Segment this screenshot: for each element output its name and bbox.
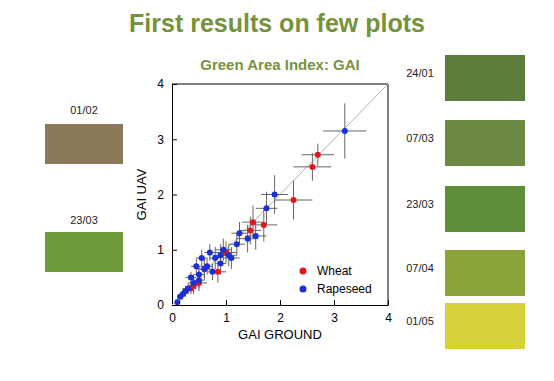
tick-label: 4 [385,311,392,325]
point [264,205,270,211]
series-1 [175,103,367,305]
tick: 1 [223,300,230,325]
point [218,261,224,267]
point [215,269,221,275]
point [193,263,199,269]
point [247,227,253,233]
tick: 3 [157,133,177,147]
photo-date: 07/04 [406,262,434,274]
point [177,294,183,300]
tick-label: 0 [169,311,176,325]
x-axis: 0 1 2 3 4 [169,300,392,325]
point [237,230,243,236]
frame [172,84,388,85]
y-axis-title: GAI UAV [134,168,149,220]
photo [445,303,525,349]
legend-label: Wheat [317,264,352,278]
point [201,266,207,272]
point [250,219,256,225]
tick-label: 1 [223,311,230,325]
point [199,255,205,261]
tick-mark [334,300,335,305]
tick-mark [172,139,177,140]
point [188,274,194,280]
point [218,252,224,258]
tick-label: 4 [157,77,164,91]
tick: 3 [331,300,338,325]
legend-label: Rapeseed [317,282,372,296]
point [220,247,226,253]
photo-date: 01/02 [70,104,98,116]
point [245,236,251,242]
photo [445,120,525,166]
point [196,277,202,283]
photo-date: 07/03 [406,132,434,144]
tick-label: 3 [157,133,164,147]
point [309,164,315,170]
point [226,252,232,258]
tick: 0 [157,298,177,312]
point [253,233,259,239]
chart-title: Green Area Index: GAI [200,56,360,73]
point [191,280,197,286]
point [196,272,202,278]
photo [445,55,525,101]
legend-marker [300,268,307,275]
point [272,192,278,198]
points-1 [174,128,347,305]
tick-label: 3 [331,311,338,325]
tick-label: 2 [277,311,284,325]
y-axis: 0 1 2 3 4 [157,77,177,312]
point [291,197,297,203]
slide-title: First results on few plots [129,9,425,37]
frame [388,84,389,305]
point [201,266,207,272]
point [234,241,240,247]
tick: 1 [157,243,177,257]
tick-mark [172,195,177,196]
photo [445,186,525,232]
slide: First results on few plots 01/02 23/03 24/0… [0,0,554,381]
tick-label: 1 [157,243,164,257]
photo-date: 23/03 [406,198,434,210]
point [207,250,213,256]
tick-mark [172,250,177,251]
tick-mark [280,300,281,305]
tick-label: 0 [157,298,164,312]
photo-date: 01/05 [406,315,434,327]
point [342,128,348,134]
axis-line [173,305,389,306]
tick-mark [172,305,177,306]
photo-date: 24/01 [406,67,434,79]
point [174,299,180,305]
tick-label: 2 [157,188,164,202]
series-0 [186,144,335,294]
point [212,255,218,261]
legend-marker [300,286,307,293]
legend: Wheat Rapeseed [300,264,372,296]
tick: 2 [277,300,284,325]
photo [45,124,123,164]
photo-date: 23/03 [70,214,98,226]
point [315,152,321,158]
photo [445,250,525,296]
point [210,269,216,275]
point [261,222,267,228]
plot-area [172,84,388,305]
tick: 2 [157,188,177,202]
x-axis-title: GAI GROUND [238,327,322,342]
tick-mark [226,300,227,305]
photo [45,232,123,272]
one-to-one-line [172,84,388,305]
tick: 4 [385,300,392,325]
points-0 [188,152,321,292]
